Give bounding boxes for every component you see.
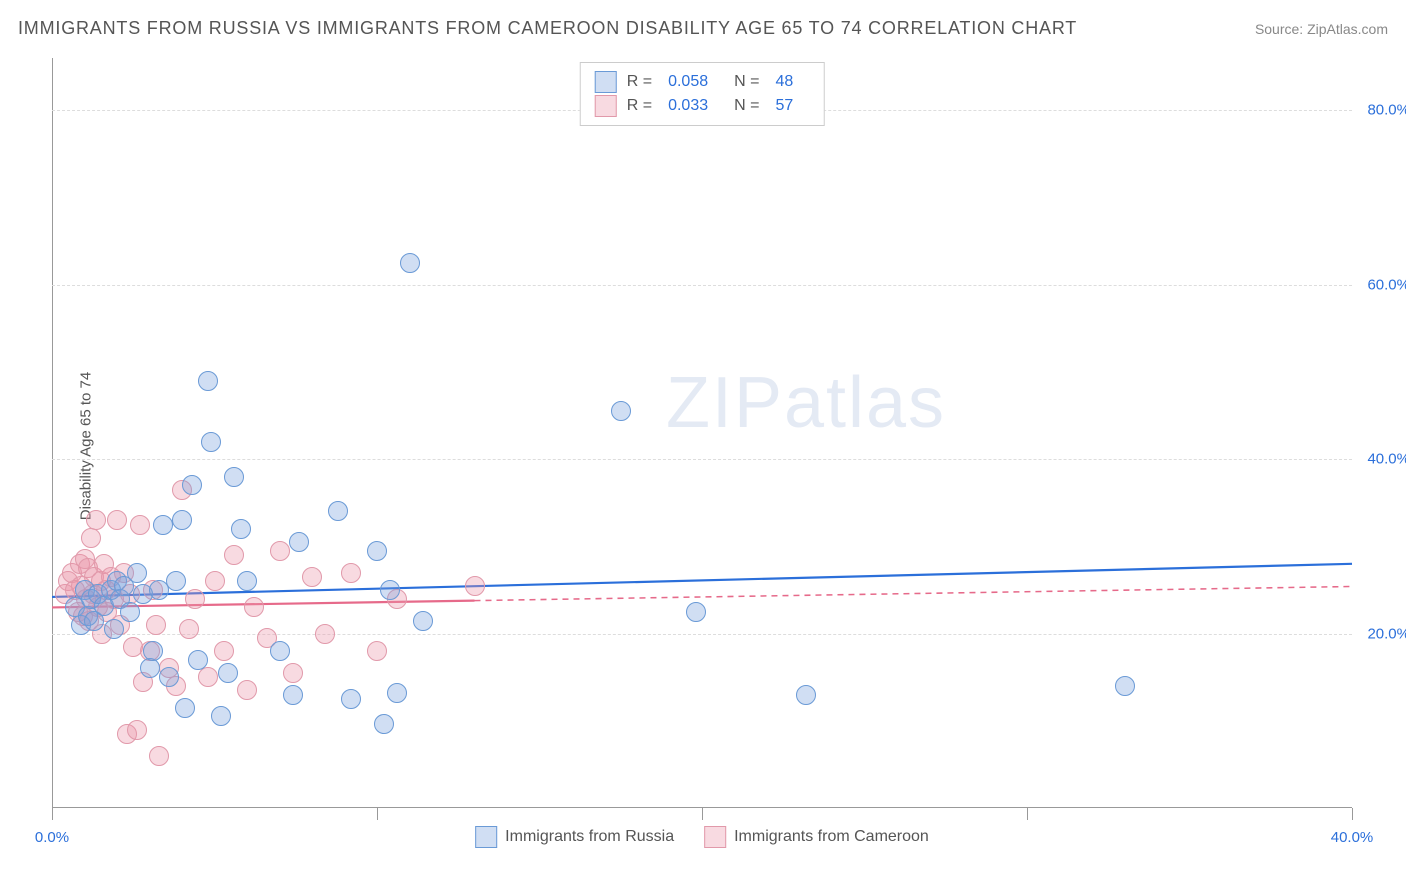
scatter-point bbox=[146, 615, 166, 635]
scatter-point bbox=[214, 641, 234, 661]
scatter-point bbox=[201, 432, 221, 452]
gridline bbox=[52, 459, 1352, 460]
scatter-point bbox=[231, 519, 251, 539]
legend-r-label: R = bbox=[627, 97, 652, 115]
scatter-point bbox=[289, 532, 309, 552]
scatter-point bbox=[270, 541, 290, 561]
scatter-point bbox=[283, 685, 303, 705]
legend-n-label: N = bbox=[734, 73, 759, 91]
scatter-point bbox=[218, 663, 238, 683]
scatter-point bbox=[185, 589, 205, 609]
scatter-point bbox=[188, 650, 208, 670]
scatter-point bbox=[374, 714, 394, 734]
legend-correlation-row: R = 0.058 N = 48 bbox=[595, 71, 810, 93]
scatter-point bbox=[159, 667, 179, 687]
scatter-point bbox=[224, 467, 244, 487]
scatter-point bbox=[140, 658, 160, 678]
scatter-point bbox=[302, 567, 322, 587]
legend-series-item: Immigrants from Cameroon bbox=[704, 826, 929, 848]
scatter-point bbox=[127, 563, 147, 583]
scatter-point bbox=[143, 641, 163, 661]
xtick bbox=[1352, 808, 1353, 820]
scatter-point bbox=[387, 683, 407, 703]
scatter-point bbox=[237, 680, 257, 700]
scatter-point bbox=[179, 619, 199, 639]
ytick-label: 40.0% bbox=[1367, 451, 1406, 468]
scatter-point bbox=[237, 571, 257, 591]
scatter-point bbox=[328, 501, 348, 521]
scatter-point bbox=[149, 746, 169, 766]
scatter-point bbox=[153, 515, 173, 535]
scatter-point bbox=[130, 515, 150, 535]
scatter-point bbox=[796, 685, 816, 705]
xtick bbox=[1027, 808, 1028, 820]
gridline bbox=[52, 634, 1352, 635]
xtick-label: 0.0% bbox=[35, 829, 69, 846]
scatter-point bbox=[205, 571, 225, 591]
legend-swatch bbox=[595, 95, 617, 117]
xtick bbox=[377, 808, 378, 820]
legend-n-label: N = bbox=[734, 97, 759, 115]
chart-header: IMMIGRANTS FROM RUSSIA VS IMMIGRANTS FRO… bbox=[18, 18, 1388, 39]
scatter-point bbox=[1115, 676, 1135, 696]
scatter-point bbox=[86, 510, 106, 530]
legend-swatch bbox=[704, 826, 726, 848]
scatter-point bbox=[120, 602, 140, 622]
legend-r-label: R = bbox=[627, 73, 652, 91]
xtick bbox=[52, 808, 53, 820]
scatter-point bbox=[244, 597, 264, 617]
legend-r-value: 0.058 bbox=[668, 73, 708, 91]
legend-series-item: Immigrants from Russia bbox=[475, 826, 674, 848]
legend-series-label: Immigrants from Russia bbox=[505, 828, 674, 846]
scatter-point bbox=[211, 706, 231, 726]
scatter-point bbox=[283, 663, 303, 683]
scatter-point bbox=[198, 371, 218, 391]
chart-area: ZIPatlas 20.0%40.0%60.0%80.0%0.0%40.0% R… bbox=[52, 58, 1352, 808]
legend-n-value: 48 bbox=[775, 73, 793, 91]
legend-correlation: R = 0.058 N = 48 R = 0.033 N = 57 bbox=[580, 62, 825, 126]
scatter-point bbox=[81, 528, 101, 548]
scatter-point bbox=[465, 576, 485, 596]
chart-title: IMMIGRANTS FROM RUSSIA VS IMMIGRANTS FRO… bbox=[18, 18, 1077, 39]
scatter-point bbox=[413, 611, 433, 631]
legend-series: Immigrants from Russia Immigrants from Ca… bbox=[475, 826, 929, 848]
scatter-point bbox=[198, 667, 218, 687]
scatter-point bbox=[182, 475, 202, 495]
gridline bbox=[52, 285, 1352, 286]
scatter-point bbox=[341, 563, 361, 583]
legend-swatch bbox=[475, 826, 497, 848]
scatter-point bbox=[175, 698, 195, 718]
legend-correlation-row: R = 0.033 N = 57 bbox=[595, 95, 810, 117]
legend-swatch bbox=[595, 71, 617, 93]
scatter-point bbox=[166, 571, 186, 591]
scatter-point bbox=[270, 641, 290, 661]
scatter-point bbox=[367, 641, 387, 661]
scatter-point bbox=[127, 720, 147, 740]
legend-n-value: 57 bbox=[775, 97, 793, 115]
xtick-label: 40.0% bbox=[1331, 829, 1374, 846]
scatter-point bbox=[341, 689, 361, 709]
scatter-point bbox=[107, 510, 127, 530]
legend-series-label: Immigrants from Cameroon bbox=[734, 828, 929, 846]
ytick-label: 60.0% bbox=[1367, 276, 1406, 293]
ytick-label: 80.0% bbox=[1367, 102, 1406, 119]
legend-r-value: 0.033 bbox=[668, 97, 708, 115]
scatter-point bbox=[172, 510, 192, 530]
plot-region: ZIPatlas 20.0%40.0%60.0%80.0%0.0%40.0% bbox=[52, 58, 1352, 808]
scatter-point bbox=[367, 541, 387, 561]
scatter-point bbox=[380, 580, 400, 600]
scatter-point bbox=[224, 545, 244, 565]
scatter-point bbox=[315, 624, 335, 644]
chart-source: Source: ZipAtlas.com bbox=[1255, 21, 1388, 37]
scatter-point bbox=[611, 401, 631, 421]
xtick bbox=[702, 808, 703, 820]
scatter-point bbox=[104, 619, 124, 639]
ytick-label: 20.0% bbox=[1367, 625, 1406, 642]
scatter-point bbox=[686, 602, 706, 622]
scatter-point bbox=[400, 253, 420, 273]
